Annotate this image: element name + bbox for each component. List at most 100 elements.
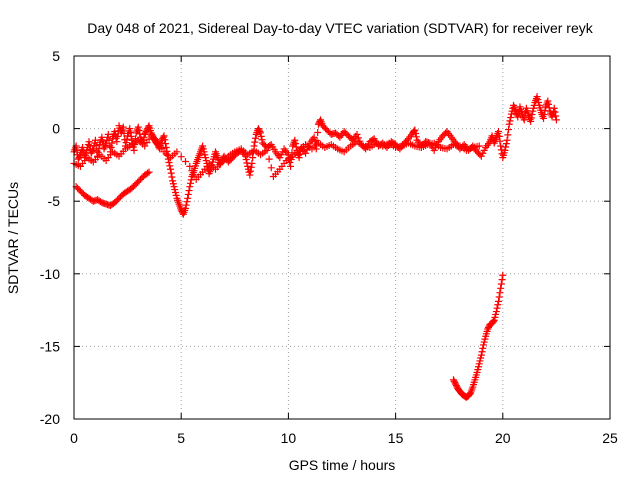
data-point <box>186 162 194 170</box>
data-point <box>540 114 548 122</box>
y-tick-label: -15 <box>40 338 60 354</box>
data-point <box>494 301 502 309</box>
series-reyk_late_drop <box>449 271 507 401</box>
data-point <box>127 132 135 140</box>
data-point <box>134 123 142 131</box>
data-point <box>247 163 255 171</box>
data-point <box>490 317 498 325</box>
series-reyk_upper_band <box>70 93 560 218</box>
data-point <box>493 304 501 312</box>
data-point <box>502 143 510 151</box>
data-series <box>70 93 560 401</box>
data-point <box>185 187 193 195</box>
data-point <box>505 120 513 128</box>
data-point <box>173 148 181 156</box>
data-point <box>160 132 168 140</box>
data-point <box>314 128 322 136</box>
data-point <box>528 111 536 119</box>
data-point <box>527 114 535 122</box>
data-point <box>507 113 515 121</box>
x-tick-label: 20 <box>495 430 511 446</box>
series-reyk_secondary_band <box>70 132 483 183</box>
data-point <box>161 140 169 148</box>
data-point <box>177 153 185 161</box>
data-point <box>186 179 194 187</box>
data-point <box>184 190 192 198</box>
data-point <box>479 344 487 352</box>
data-point <box>145 168 153 176</box>
axis-ticks: 0 5 10 15 20 25 5 0 -5 -10 -15 -20 <box>40 48 618 446</box>
data-point <box>108 139 116 147</box>
data-point <box>181 204 189 212</box>
data-point <box>552 112 560 120</box>
y-tick-label: 0 <box>52 121 60 137</box>
data-point <box>166 162 174 170</box>
data-point <box>496 137 504 145</box>
data-point <box>552 116 560 124</box>
data-point <box>263 146 271 154</box>
data-point <box>113 138 121 146</box>
data-point <box>182 201 190 209</box>
data-point <box>85 138 93 146</box>
data-point <box>247 167 255 175</box>
series-reyk_early_low_arc <box>72 168 153 210</box>
data-point <box>302 149 310 157</box>
x-tick-label: 10 <box>281 430 297 446</box>
x-tick-label: 5 <box>177 430 185 446</box>
data-point <box>130 146 138 154</box>
x-tick-label: 15 <box>388 430 404 446</box>
plot-frame <box>73 55 611 420</box>
data-point <box>246 171 254 179</box>
data-point <box>167 169 175 177</box>
chart-title: Day 048 of 2021, Sidereal Day-to-day VTE… <box>87 20 593 36</box>
data-point <box>242 156 250 164</box>
data-point <box>498 276 506 284</box>
data-point <box>497 284 505 292</box>
data-point <box>411 126 419 134</box>
grid <box>74 56 610 419</box>
data-point <box>184 194 192 202</box>
y-tick-label: -5 <box>48 193 61 209</box>
data-point <box>123 135 131 143</box>
data-point <box>497 142 505 150</box>
x-axis-label: GPS time / hours <box>289 457 396 473</box>
y-axis-label: SDTVAR / TECUs <box>5 182 21 294</box>
data-point <box>168 173 176 181</box>
data-point <box>354 134 362 142</box>
data-point <box>181 158 189 166</box>
data-point <box>161 136 169 144</box>
data-point <box>527 117 535 125</box>
data-point <box>497 280 505 288</box>
data-point <box>292 140 300 148</box>
data-point <box>477 351 485 359</box>
data-point <box>475 142 483 150</box>
data-point <box>114 132 122 140</box>
x-tick-label: 0 <box>70 430 78 446</box>
data-point <box>248 159 256 167</box>
data-point <box>257 132 265 140</box>
data-point <box>135 127 143 135</box>
data-point <box>478 348 486 356</box>
data-point <box>291 136 299 144</box>
y-tick-label: 5 <box>52 48 60 64</box>
data-point <box>495 128 503 136</box>
data-point <box>540 111 548 119</box>
y-tick-label: -20 <box>40 411 60 427</box>
data-point <box>514 113 522 121</box>
data-point <box>265 155 273 163</box>
data-point <box>551 108 559 116</box>
data-point <box>122 139 130 147</box>
data-point <box>495 293 503 301</box>
data-point <box>504 131 512 139</box>
data-point <box>252 134 260 142</box>
data-point <box>107 143 115 151</box>
data-point <box>183 198 191 206</box>
data-point <box>267 164 275 172</box>
data-point <box>495 297 503 305</box>
data-point <box>412 129 420 137</box>
data-point <box>295 154 303 162</box>
data-point <box>119 123 127 131</box>
data-point <box>144 169 152 177</box>
data-point <box>550 104 558 112</box>
